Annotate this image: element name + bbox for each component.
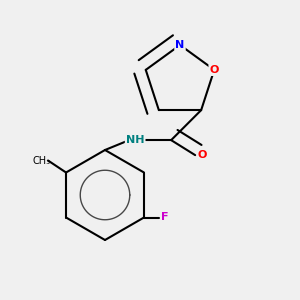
Text: O: O xyxy=(210,65,219,75)
Text: NH: NH xyxy=(126,135,144,145)
Text: N: N xyxy=(176,40,184,50)
Text: O: O xyxy=(198,150,207,160)
Text: F: F xyxy=(161,212,169,223)
Text: CH₃: CH₃ xyxy=(33,155,51,166)
